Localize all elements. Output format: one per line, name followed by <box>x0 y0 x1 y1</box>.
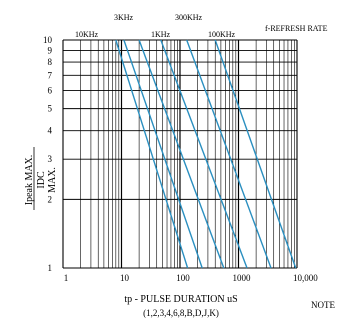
y-tick-label: 9 <box>48 45 53 55</box>
y-tick-label: 1 <box>48 263 53 273</box>
y-tick-labels: 1 2 3 4 5 6 7 8 910 <box>43 35 53 273</box>
series-labels: 10KHz 3KHz 1KHz 300KHz 100KHz <box>75 13 236 39</box>
y-tick-label: 3 <box>48 154 53 164</box>
series-label: 10KHz <box>75 30 99 39</box>
refresh-rate-label: f-REFRESH RATE <box>265 24 328 33</box>
y-axis-title-denominator: IDC <box>36 171 47 189</box>
y-axis-title: Ipeak MAX. IDC MAX. <box>24 147 58 210</box>
x-tick-labels: 1 10 100 1000 10,000 <box>64 273 319 283</box>
series-label: 100KHz <box>208 30 236 39</box>
series-line <box>115 39 189 269</box>
x-axis-subtitle: (1,2,3,4,6,8,B,D,J,K) <box>143 308 219 318</box>
y-tick-label: 4 <box>48 126 53 136</box>
series-lines <box>115 39 297 269</box>
series-line <box>138 39 225 269</box>
y-axis-title-max: MAX. <box>47 167 58 193</box>
x-axis-title: tp - PULSE DURATION uS <box>124 294 237 305</box>
y-tick-label: 7 <box>48 70 53 80</box>
x-tick-label: 100 <box>176 273 190 283</box>
x-tick-label: 10 <box>120 273 130 283</box>
series-label: 300KHz <box>175 13 203 22</box>
series-label: 1KHz <box>151 30 171 39</box>
note-label: NOTE <box>311 300 335 310</box>
x-tick-label: 1000 <box>233 273 252 283</box>
y-tick-label: 10 <box>43 35 53 45</box>
series-line <box>186 39 272 269</box>
series-line <box>214 39 297 269</box>
y-tick-label: 6 <box>48 86 53 96</box>
x-tick-label: 10,000 <box>293 273 318 283</box>
y-axis-title-numerator: Ipeak MAX. <box>24 155 35 206</box>
grid-major-lines <box>62 39 298 269</box>
y-tick-label: 8 <box>48 57 53 67</box>
y-tick-label: 2 <box>48 194 53 204</box>
y-tick-label: 5 <box>48 104 53 114</box>
series-line <box>160 39 248 269</box>
x-tick-label: 1 <box>64 273 69 283</box>
series-label: 3KHz <box>114 13 134 22</box>
series-line <box>123 39 203 269</box>
